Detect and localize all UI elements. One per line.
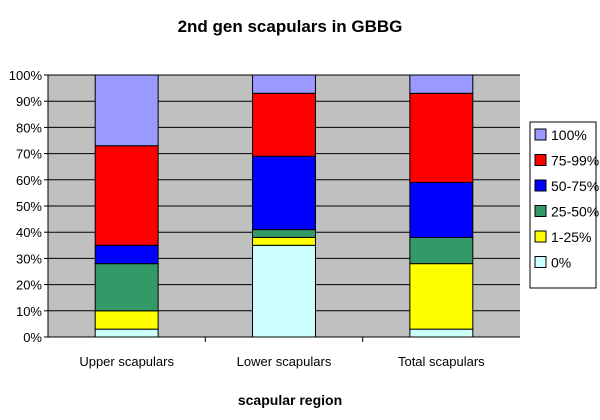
bar-segment <box>409 236 474 265</box>
y-tick-label: 0% <box>23 330 42 345</box>
y-tick-label: 80% <box>16 120 42 135</box>
bar-segment <box>94 310 159 330</box>
y-tick-label: 30% <box>16 251 42 266</box>
legend-swatch <box>534 205 547 217</box>
bar-segment <box>252 229 316 238</box>
bar-segment <box>409 74 474 94</box>
bar-segment <box>409 181 474 238</box>
bars <box>94 74 474 338</box>
legend-label: 75-99% <box>551 153 599 169</box>
chart-title: 2nd gen scapulars in GBBG <box>178 17 403 36</box>
x-axis-ticks: Upper scapulars Lower scapulars Total scap… <box>79 337 485 369</box>
legend-label: 1-25% <box>551 229 591 245</box>
legend-label: 0% <box>551 255 571 271</box>
y-tick-label: 40% <box>16 225 42 240</box>
bar-segment <box>94 263 159 312</box>
legend-swatch <box>534 128 547 141</box>
y-tick-label: 90% <box>16 94 42 109</box>
bar-segment <box>252 74 316 94</box>
bar-segment <box>409 263 474 330</box>
y-tick-label: 100% <box>9 68 43 83</box>
x-tick-label: Total scapulars <box>398 354 485 369</box>
bar-segment <box>252 236 316 246</box>
legend-swatch <box>534 230 547 243</box>
legend-label: 100% <box>551 127 587 143</box>
legend-label: 25-50% <box>551 204 599 220</box>
y-axis-ticks: 0% 10% 20% 30% 40% 50% 60% 70% 80% 90% 100% <box>9 68 520 345</box>
bar-segment <box>94 244 159 265</box>
bar-segment <box>252 92 316 157</box>
legend-swatch <box>534 154 547 166</box>
bar-segment <box>409 92 474 183</box>
y-tick-label: 10% <box>16 304 42 319</box>
legend-label: 50-75% <box>551 178 599 194</box>
bar-segment <box>94 145 159 246</box>
bar-segment <box>94 74 159 147</box>
y-tick-label: 60% <box>16 173 42 188</box>
bar-segment <box>94 328 159 338</box>
legend-swatch <box>534 256 547 268</box>
legend: 100% 75-99% 50-75% 25-50% 1-25% 0% <box>529 121 599 289</box>
bar-segment <box>252 155 316 231</box>
legend-swatch <box>534 179 547 192</box>
x-tick-label: Upper scapulars <box>79 354 174 369</box>
bar-segment <box>252 244 316 338</box>
x-tick-label: Lower scapulars <box>237 354 332 369</box>
x-axis-label: scapular region <box>238 392 342 408</box>
y-tick-label: 50% <box>16 199 42 214</box>
y-tick-label: 70% <box>16 147 42 162</box>
y-tick-label: 20% <box>16 278 42 293</box>
bar-segment <box>409 328 474 338</box>
